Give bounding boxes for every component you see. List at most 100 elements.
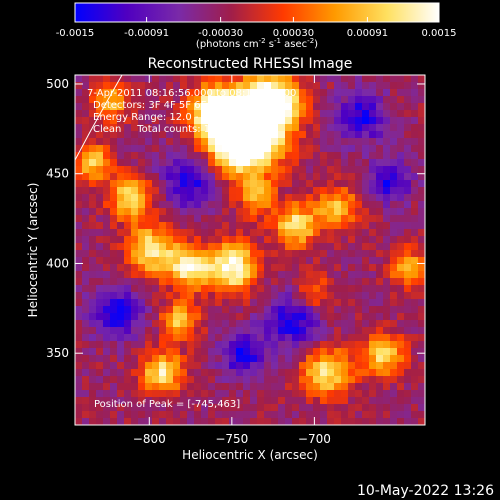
heatmap-cell xyxy=(201,229,209,237)
heatmap-cell xyxy=(145,383,153,391)
heatmap-cell xyxy=(327,348,335,356)
heatmap-cell xyxy=(152,131,160,139)
heatmap-cell xyxy=(110,292,118,300)
heatmap-cell xyxy=(257,320,265,328)
heatmap-cell xyxy=(397,208,405,216)
heatmap-cell xyxy=(138,306,146,314)
heatmap-cell xyxy=(299,110,307,118)
heatmap-cell xyxy=(285,348,293,356)
heatmap-cell xyxy=(334,222,342,230)
heatmap-cell xyxy=(383,348,391,356)
heatmap-cell xyxy=(75,215,83,223)
heatmap-cell xyxy=(82,110,90,118)
heatmap-cell xyxy=(257,145,265,153)
heatmap-cell xyxy=(215,348,223,356)
heatmap-cell xyxy=(376,334,384,342)
heatmap-cell xyxy=(103,404,111,412)
heatmap-cell xyxy=(138,131,146,139)
heatmap-cell xyxy=(264,376,272,384)
heatmap-cell xyxy=(320,299,328,307)
heatmap-cell xyxy=(327,89,335,97)
heatmap-cell xyxy=(89,285,97,293)
heatmap-cell xyxy=(229,418,237,425)
heatmap-cell xyxy=(131,131,139,139)
heatmap-cell xyxy=(257,166,265,174)
heatmap-cell xyxy=(320,215,328,223)
heatmap-cell xyxy=(215,236,223,244)
heatmap-cell xyxy=(264,229,272,237)
heatmap-cell xyxy=(404,355,412,363)
heatmap-cell xyxy=(96,257,104,265)
heatmap-cell xyxy=(201,194,209,202)
heatmap-cell xyxy=(194,222,202,230)
heatmap-cell xyxy=(362,75,370,83)
heatmap-cell xyxy=(313,285,321,293)
heatmap-cell xyxy=(355,334,363,342)
heatmap-cell xyxy=(327,215,335,223)
heatmap-cell xyxy=(411,201,419,209)
heatmap-cell xyxy=(285,285,293,293)
heatmap-cell xyxy=(257,411,265,419)
heatmap-cell xyxy=(138,411,146,419)
heatmap-cell xyxy=(397,362,405,370)
heatmap-cell xyxy=(397,103,405,111)
heatmap-cell xyxy=(348,110,356,118)
heatmap-cell xyxy=(271,103,279,111)
heatmap-cell xyxy=(404,166,412,174)
heatmap-cell xyxy=(138,355,146,363)
heatmap-cell xyxy=(264,236,272,244)
heatmap-cell xyxy=(215,390,223,398)
y-tick-label: 450 xyxy=(46,167,69,181)
heatmap-cell xyxy=(334,362,342,370)
heatmap-cell xyxy=(236,362,244,370)
annotation-detectors: Detectors: 3F 4F 5F 6F 7F 8F, Att 0 xyxy=(93,100,267,111)
heatmap-cell xyxy=(320,327,328,335)
heatmap-cell xyxy=(194,341,202,349)
heatmap-cell xyxy=(131,194,139,202)
heatmap-cell xyxy=(229,292,237,300)
heatmap-cell xyxy=(376,257,384,265)
heatmap-cell xyxy=(355,236,363,244)
heatmap-cell xyxy=(243,110,251,118)
heatmap-cell xyxy=(418,117,425,125)
heatmap-cell xyxy=(180,418,188,425)
heatmap-cell xyxy=(236,369,244,377)
heatmap-cell xyxy=(376,292,384,300)
heatmap-cell xyxy=(159,103,167,111)
heatmap-cell xyxy=(355,243,363,251)
heatmap-cell xyxy=(208,257,216,265)
heatmap-cell xyxy=(306,285,314,293)
heatmap-cell xyxy=(180,355,188,363)
heatmap-cell xyxy=(257,89,265,97)
heatmap-cell xyxy=(257,131,265,139)
heatmap-cell xyxy=(348,201,356,209)
heatmap-cell xyxy=(348,327,356,335)
heatmap-cell xyxy=(355,117,363,125)
heatmap-cell xyxy=(397,152,405,160)
heatmap-cell xyxy=(243,278,251,286)
heatmap-cell xyxy=(369,418,377,425)
heatmap-cell xyxy=(75,376,83,384)
heatmap-cell xyxy=(292,397,300,405)
heatmap-cell xyxy=(124,243,132,251)
heatmap-cell xyxy=(152,236,160,244)
heatmap-cell xyxy=(271,152,279,160)
heatmap-cell xyxy=(299,194,307,202)
heatmap-cell xyxy=(390,418,398,425)
heatmap-cell xyxy=(341,362,349,370)
heatmap-cell xyxy=(124,75,132,83)
heatmap-cell xyxy=(390,201,398,209)
heatmap-cell xyxy=(292,103,300,111)
heatmap-cell xyxy=(257,124,265,132)
heatmap-cell xyxy=(355,229,363,237)
heatmap-cell xyxy=(89,236,97,244)
heatmap-cell xyxy=(313,257,321,265)
heatmap-cell xyxy=(166,334,174,342)
heatmap-cell xyxy=(306,362,314,370)
heatmap-cell xyxy=(313,404,321,412)
heatmap-cell xyxy=(110,334,118,342)
heatmap-cell xyxy=(166,75,174,83)
heatmap-cell xyxy=(152,404,160,412)
heatmap-cell xyxy=(369,82,377,90)
